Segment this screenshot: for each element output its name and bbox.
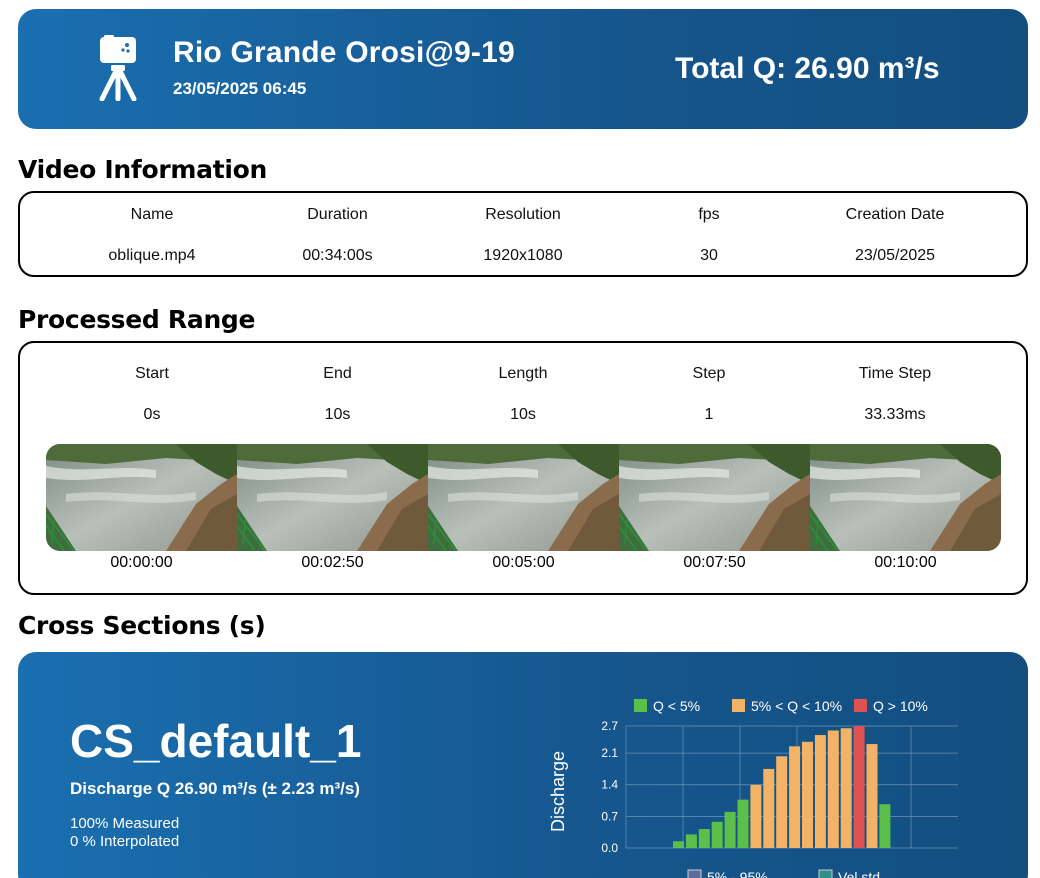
processed-range-header-row: Start End Length Step Time Step xyxy=(20,365,1026,383)
discharge-bar xyxy=(711,821,723,848)
video-frame-thumbnail[interactable] xyxy=(428,444,619,551)
video-frame-thumbnail[interactable] xyxy=(237,444,428,551)
discharge-bar xyxy=(840,728,852,848)
cross-section-card: CS_default_1 Discharge Q 26.90 m³/s (± 2… xyxy=(18,652,1028,878)
video-info-header-row: Name Duration Resolution fps Creation Da… xyxy=(20,206,1026,224)
video-frame-thumbnail[interactable] xyxy=(619,444,810,551)
discharge-bar xyxy=(685,834,697,848)
legend-swatch xyxy=(687,869,702,878)
video-name-value: oblique.mp4 xyxy=(108,247,196,264)
y-tick-label: 0.7 xyxy=(601,809,618,823)
frame-time: 00:02:50 xyxy=(301,554,364,571)
video-creation-date-value: 23/05/2025 xyxy=(854,247,936,264)
frame-time: 00:00:00 xyxy=(110,554,173,571)
video-info-col-resolution: Resolution xyxy=(485,206,561,223)
cross-section-discharge: Discharge Q 26.90 m³/s (± 2.23 m³/s) xyxy=(70,779,360,798)
discharge-bar xyxy=(724,811,736,848)
frame-time: 00:10:00 xyxy=(874,554,937,571)
video-info-col-duration: Duration xyxy=(307,206,368,223)
video-fps-value: 30 xyxy=(700,247,718,264)
video-frame-thumbnail[interactable] xyxy=(810,444,1001,551)
legend-swatch xyxy=(732,699,745,712)
y-tick-label: 0.0 xyxy=(601,841,618,855)
discharge-bar xyxy=(776,756,788,848)
video-info-col-creation-date: Creation Date xyxy=(845,206,945,223)
video-info-box: Name Duration Resolution fps Creation Da… xyxy=(18,191,1028,277)
discharge-bar xyxy=(698,829,710,848)
discharge-bar xyxy=(802,741,813,848)
y-tick-label: 2.1 xyxy=(601,746,618,760)
processed-range-value-row: 0s 10s 10s 1 33.33ms xyxy=(20,406,1026,424)
discharge-bar-chart: Q < 5% 5% < Q < 10% Q > 10% Discharge 0.0 0.7… xyxy=(548,698,958,878)
legend-swatch xyxy=(634,699,647,712)
discharge-bar xyxy=(814,735,826,848)
range-time-step-value: 33.33ms xyxy=(864,406,926,423)
discharge-bar xyxy=(763,768,775,848)
camera-tripod-icon xyxy=(99,35,137,101)
video-frame-thumbnail[interactable] xyxy=(46,444,237,551)
processed-range-heading: Processed Range xyxy=(18,305,256,334)
legend-label: 5% < Q < 10% xyxy=(751,698,842,714)
legend-label: Q > 10% xyxy=(873,698,928,714)
station-datetime: 23/05/2025 06:45 xyxy=(173,79,307,98)
frame-times-row: 00:00:00 00:02:50 00:05:00 00:07:50 00:1… xyxy=(46,554,1001,572)
legend-swatch xyxy=(854,699,867,712)
discharge-bar xyxy=(853,726,865,848)
video-info-col-fps: fps xyxy=(698,206,720,223)
video-duration-value: 00:34:00s xyxy=(302,247,373,264)
frame-time: 00:05:00 xyxy=(492,554,555,571)
legend-label: Vel std xyxy=(838,869,880,878)
legend-label: 5% - 95% xyxy=(707,869,768,878)
discharge-bar xyxy=(879,804,891,848)
discharge-bar xyxy=(750,784,762,848)
range-length-value: 10s xyxy=(510,406,536,423)
range-col-end: End xyxy=(323,365,352,382)
interpolated-percent: 0 % Interpolated xyxy=(70,833,180,850)
discharge-bar xyxy=(827,730,839,848)
legend-swatch xyxy=(818,869,833,878)
cross-sections-heading: Cross Sections (s) xyxy=(18,611,266,640)
range-step-value: 1 xyxy=(704,406,714,423)
legend-label: Q < 5% xyxy=(653,698,700,714)
frame-time: 00:07:50 xyxy=(683,554,746,571)
range-col-length: Length xyxy=(498,365,548,382)
processed-range-box: Start End Length Step Time Step 0s 10s 1… xyxy=(18,341,1028,595)
discharge-bar xyxy=(737,799,749,848)
cross-section-name: CS_default_1 xyxy=(70,715,362,767)
video-info-value-row: oblique.mp4 00:34:00s 1920x1080 30 23/05… xyxy=(20,247,1026,265)
station-title: Rio Grande Orosi@9-19 xyxy=(173,36,515,69)
range-col-step: Step xyxy=(692,365,726,382)
measured-percent: 100% Measured xyxy=(70,815,180,832)
frame-strip xyxy=(46,444,1001,551)
y-tick-label: 1.4 xyxy=(601,778,618,792)
discharge-bar xyxy=(866,744,878,848)
range-end-value: 10s xyxy=(324,406,351,423)
y-tick-label: 2.7 xyxy=(601,719,618,733)
discharge-bar xyxy=(789,746,801,848)
y-axis-label: Discharge xyxy=(548,751,568,832)
range-col-start: Start xyxy=(135,365,169,382)
video-resolution-value: 1920x1080 xyxy=(483,247,563,264)
range-start-value: 0s xyxy=(143,406,161,423)
total-discharge: Total Q: 26.90 m³/s xyxy=(675,52,940,85)
header-banner: Rio Grande Orosi@9-19 23/05/2025 06:45 T… xyxy=(18,9,1028,129)
video-info-col-name: Name xyxy=(130,206,174,223)
video-info-heading: Video Information xyxy=(18,155,268,184)
discharge-bar xyxy=(673,841,684,848)
range-col-time-step: Time Step xyxy=(858,365,932,382)
